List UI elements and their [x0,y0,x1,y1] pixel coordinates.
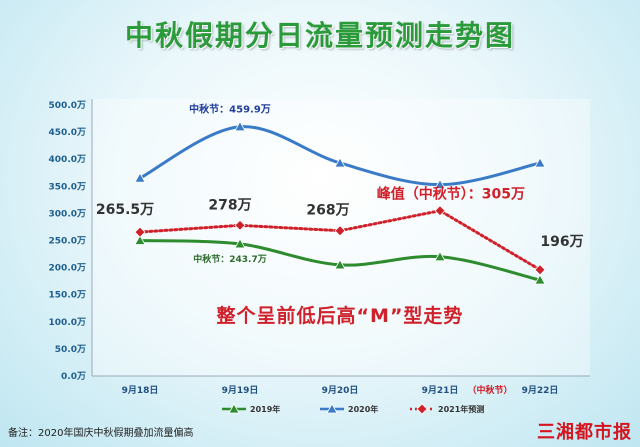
data-point-2-3 [434,205,446,217]
x-tick-label: 9月21日 [422,385,459,396]
data-point-1-0 [134,172,146,183]
data-point-0-2 [334,259,346,270]
legend-label: 2019年 [250,404,280,414]
data-label: 中秋节：243.7万 [193,253,266,265]
data-point-1-1 [234,120,246,132]
y-tick-label: 400.0万 [49,154,86,165]
legend-label: 2020年 [348,404,378,414]
y-tick-label: 0.0万 [61,371,86,382]
x-tick-label: 9月18日 [122,385,159,396]
data-point-0-3 [434,250,446,262]
data-point-2-2 [334,225,346,237]
legend-marker-2 [416,403,428,415]
data-point-1-4 [534,157,546,168]
data-label: 196万 [540,234,583,250]
legend-marker-1 [326,403,338,414]
legend-label: 2021年预测 [438,404,484,414]
legend-marker-0 [228,403,240,414]
data-point-0-0 [134,234,146,245]
x-tick-label: 9月19日 [222,385,259,396]
y-tick-label: 500.0万 [49,100,86,111]
y-tick-label: 350.0万 [49,181,86,192]
footnote: 备注：2020年国庆中秋假期叠加流量偏高 [8,428,194,439]
y-tick-label: 100.0万 [49,317,86,328]
x-tick-label: 9月20日 [322,385,359,396]
data-label: 268万 [306,203,349,219]
y-tick-label: 450.0万 [49,127,86,138]
y-tick-label: 150.0万 [49,290,86,301]
data-point-0-1 [234,238,246,249]
x-tick-label: 9月22日 [522,385,559,396]
data-label: 265.5万 [96,202,154,218]
data-point-2-4 [534,264,546,276]
brand-logo: 三湘都市报 [537,422,632,443]
y-tick-label: 300.0万 [49,208,86,219]
data-label: 峰值（中秋节）：305万 [377,186,525,203]
y-tick-label: 50.0万 [55,344,86,355]
data-point-1-2 [334,157,346,168]
y-tick-label: 200.0万 [49,263,86,274]
data-label: 中秋节：459.9万 [189,103,271,116]
data-point-0-4 [534,274,546,285]
data-point-1-3 [434,178,446,190]
plot-area [92,99,590,376]
x-tick-annotation: （中秋节） [467,384,512,396]
data-label: 278万 [208,197,251,213]
trend-callout: 整个呈前低后高“M”型走势 [217,304,464,327]
chart-title: 中秋假期分日流量预测走势图 [124,19,515,52]
data-point-2-1 [234,219,246,231]
y-tick-label: 250.0万 [49,236,86,247]
data-point-2-0 [134,226,146,238]
